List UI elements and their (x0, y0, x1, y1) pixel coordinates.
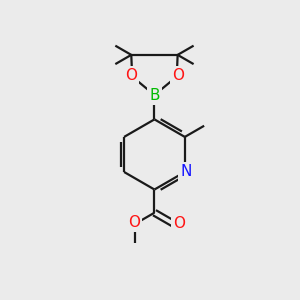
Text: O: O (128, 215, 140, 230)
Text: O: O (172, 68, 184, 83)
Text: N: N (181, 164, 192, 179)
Text: B: B (149, 88, 160, 103)
Text: O: O (173, 216, 185, 231)
Text: O: O (125, 68, 137, 83)
